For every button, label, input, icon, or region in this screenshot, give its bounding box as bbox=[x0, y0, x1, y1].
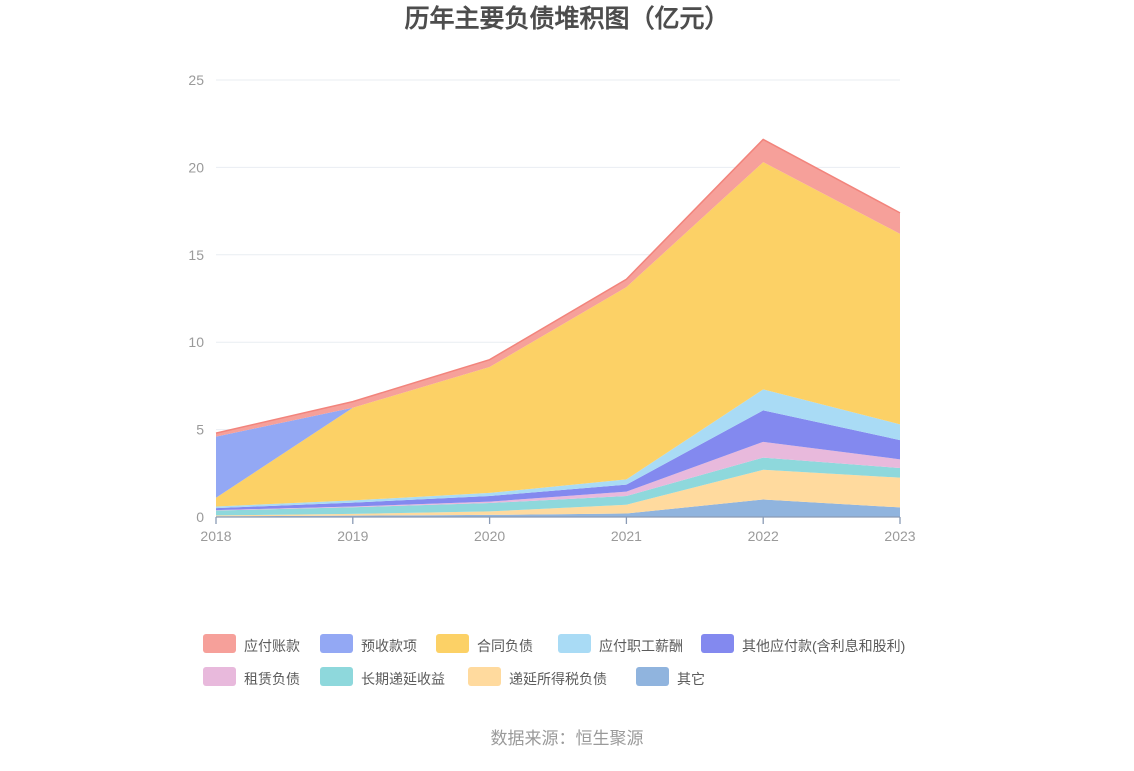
svg-text:5: 5 bbox=[196, 422, 204, 438]
svg-text:25: 25 bbox=[188, 72, 204, 88]
svg-text:0: 0 bbox=[196, 509, 204, 525]
svg-text:10: 10 bbox=[188, 334, 204, 350]
svg-text:20: 20 bbox=[188, 159, 204, 175]
svg-text:2018: 2018 bbox=[200, 528, 231, 544]
svg-text:15: 15 bbox=[188, 247, 204, 263]
svg-text:2022: 2022 bbox=[748, 528, 779, 544]
svg-text:2020: 2020 bbox=[474, 528, 505, 544]
svg-text:2023: 2023 bbox=[884, 528, 915, 544]
svg-text:2021: 2021 bbox=[611, 528, 642, 544]
svg-text:2019: 2019 bbox=[337, 528, 368, 544]
